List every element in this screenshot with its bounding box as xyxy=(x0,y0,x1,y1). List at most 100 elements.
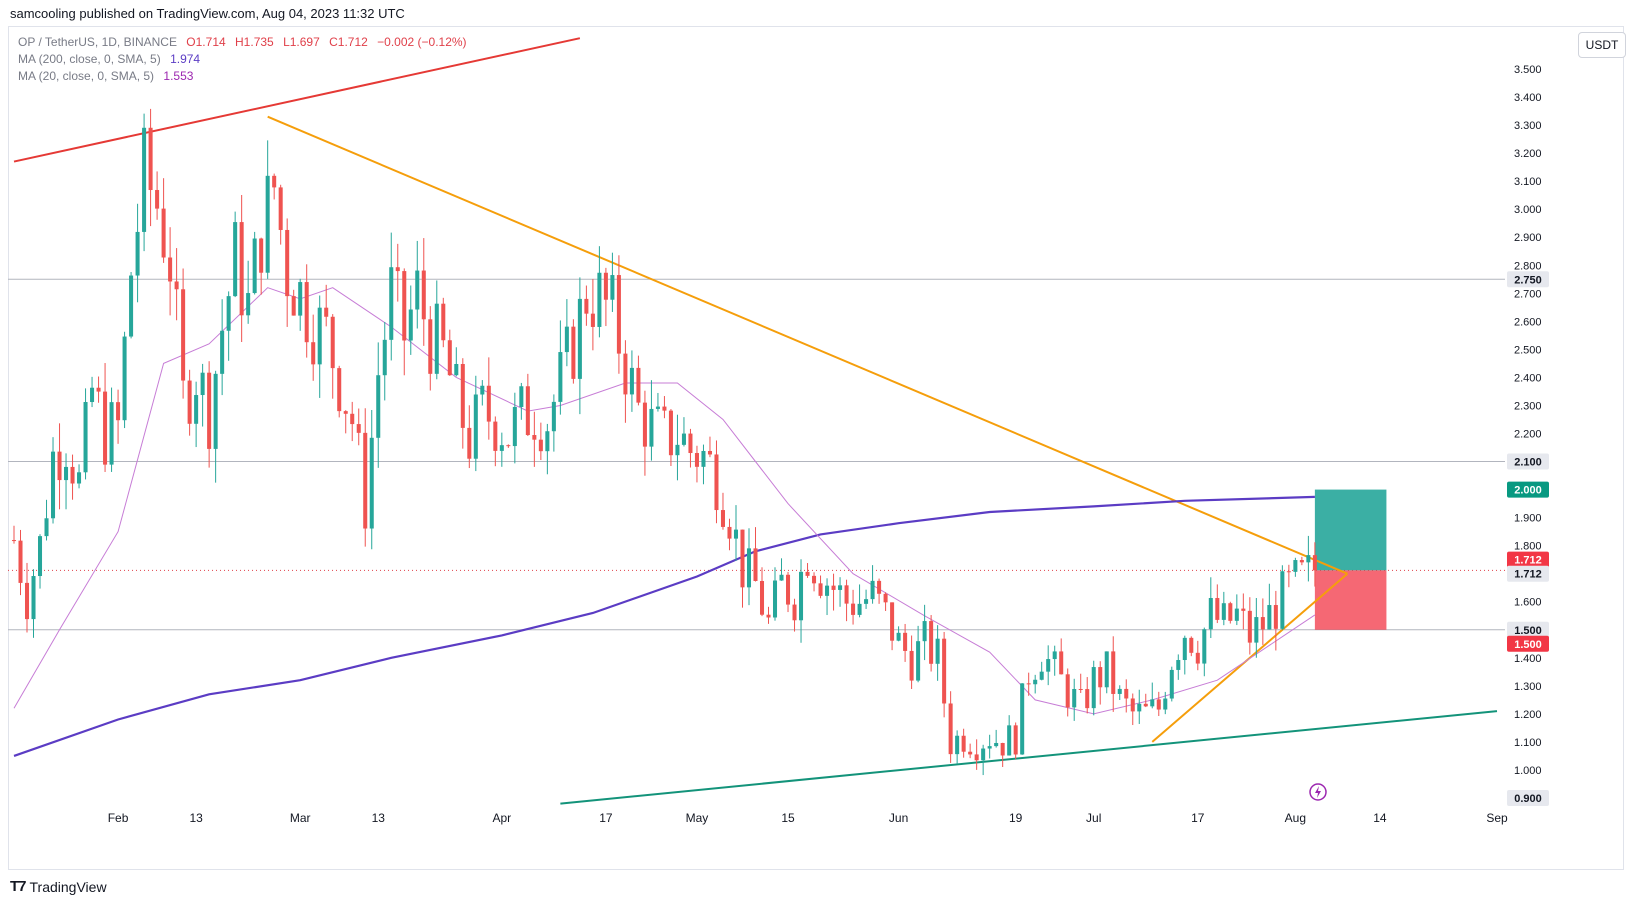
candle[interactable] xyxy=(1254,598,1259,658)
candle[interactable] xyxy=(1156,691,1161,717)
candle[interactable] xyxy=(395,243,400,302)
candle[interactable] xyxy=(649,380,654,461)
candle[interactable] xyxy=(1312,542,1317,587)
candle[interactable] xyxy=(851,589,856,625)
candle[interactable] xyxy=(779,558,784,581)
candle[interactable] xyxy=(1013,722,1018,760)
candle[interactable] xyxy=(571,319,576,384)
candle[interactable] xyxy=(727,518,732,551)
candle[interactable] xyxy=(838,577,843,607)
candle[interactable] xyxy=(408,285,413,355)
candle[interactable] xyxy=(903,623,908,662)
candle[interactable] xyxy=(551,394,556,452)
candle[interactable] xyxy=(233,211,238,298)
candle[interactable] xyxy=(389,232,394,361)
candle[interactable] xyxy=(707,436,712,458)
candle[interactable] xyxy=(538,422,543,461)
candle[interactable] xyxy=(890,602,895,651)
candle[interactable] xyxy=(1306,535,1311,582)
candle[interactable] xyxy=(246,260,251,324)
rising-trendline[interactable] xyxy=(1151,572,1349,743)
candle[interactable] xyxy=(350,401,355,442)
candle[interactable] xyxy=(142,113,147,252)
candle[interactable] xyxy=(207,361,212,468)
candle[interactable] xyxy=(720,492,725,530)
candle[interactable] xyxy=(220,299,225,396)
target-zone[interactable] xyxy=(1314,489,1387,571)
candle[interactable] xyxy=(44,499,49,541)
candle[interactable] xyxy=(1195,640,1200,671)
candle[interactable] xyxy=(363,408,368,547)
candle[interactable] xyxy=(629,350,634,412)
candle[interactable] xyxy=(239,194,244,343)
candle[interactable] xyxy=(51,437,56,524)
candle[interactable] xyxy=(974,739,979,770)
candle[interactable] xyxy=(1189,636,1194,657)
candle[interactable] xyxy=(564,299,569,367)
candle[interactable] xyxy=(337,365,342,418)
candle[interactable] xyxy=(968,743,973,759)
candle[interactable] xyxy=(558,320,563,415)
candle[interactable] xyxy=(434,280,439,380)
candle[interactable] xyxy=(818,575,823,599)
candle[interactable] xyxy=(603,267,608,327)
resistance-trendline[interactable] xyxy=(13,37,581,163)
candle[interactable] xyxy=(675,414,680,481)
candle[interactable] xyxy=(662,396,667,419)
candle[interactable] xyxy=(122,331,127,429)
candle[interactable] xyxy=(883,592,888,611)
candle[interactable] xyxy=(1234,594,1239,626)
candle[interactable] xyxy=(382,321,387,401)
candle[interactable] xyxy=(1241,593,1246,630)
candle[interactable] xyxy=(1273,590,1278,651)
candle[interactable] xyxy=(753,527,758,582)
candle[interactable] xyxy=(545,423,550,475)
candle[interactable] xyxy=(655,392,660,412)
candle[interactable] xyxy=(116,389,121,444)
stop-zone[interactable] xyxy=(1314,570,1387,630)
candle[interactable] xyxy=(493,416,498,467)
candle[interactable] xyxy=(935,625,940,681)
candle[interactable] xyxy=(1026,672,1031,696)
candle[interactable] xyxy=(415,240,420,329)
candle[interactable] xyxy=(272,173,277,200)
candle[interactable] xyxy=(746,528,752,606)
candle[interactable] xyxy=(896,626,901,642)
candle[interactable] xyxy=(447,329,452,376)
candle[interactable] xyxy=(1267,583,1272,630)
support-trendline[interactable] xyxy=(560,710,1498,805)
candle[interactable] xyxy=(701,444,706,485)
candle[interactable] xyxy=(1078,673,1083,693)
candle[interactable] xyxy=(259,237,264,295)
candle[interactable] xyxy=(1130,693,1135,726)
candle[interactable] xyxy=(467,405,472,469)
candle[interactable] xyxy=(1111,636,1116,712)
candle[interactable] xyxy=(1163,691,1168,715)
candle[interactable] xyxy=(129,272,134,339)
candle[interactable] xyxy=(18,529,23,596)
candle[interactable] xyxy=(590,278,595,351)
candle[interactable] xyxy=(486,357,491,440)
candle[interactable] xyxy=(987,734,992,759)
candle[interactable] xyxy=(304,264,309,358)
candle[interactable] xyxy=(24,562,30,633)
candle[interactable] xyxy=(694,445,699,483)
candle[interactable] xyxy=(11,525,17,544)
candle[interactable] xyxy=(1007,715,1012,756)
candle[interactable] xyxy=(428,306,433,391)
candle[interactable] xyxy=(1208,577,1213,639)
candle[interactable] xyxy=(181,268,186,399)
candle[interactable] xyxy=(636,355,641,406)
candle[interactable] xyxy=(1169,666,1174,702)
candle[interactable] xyxy=(942,631,947,718)
candle[interactable] xyxy=(291,289,296,316)
candle[interactable] xyxy=(577,277,582,415)
candle[interactable] xyxy=(1091,660,1096,716)
candle[interactable] xyxy=(805,563,810,578)
downtrend-line[interactable] xyxy=(267,115,1348,575)
candle[interactable] xyxy=(454,347,459,377)
ma20-line[interactable] xyxy=(13,287,1316,715)
candle[interactable] xyxy=(356,408,361,446)
candle[interactable] xyxy=(57,423,62,510)
